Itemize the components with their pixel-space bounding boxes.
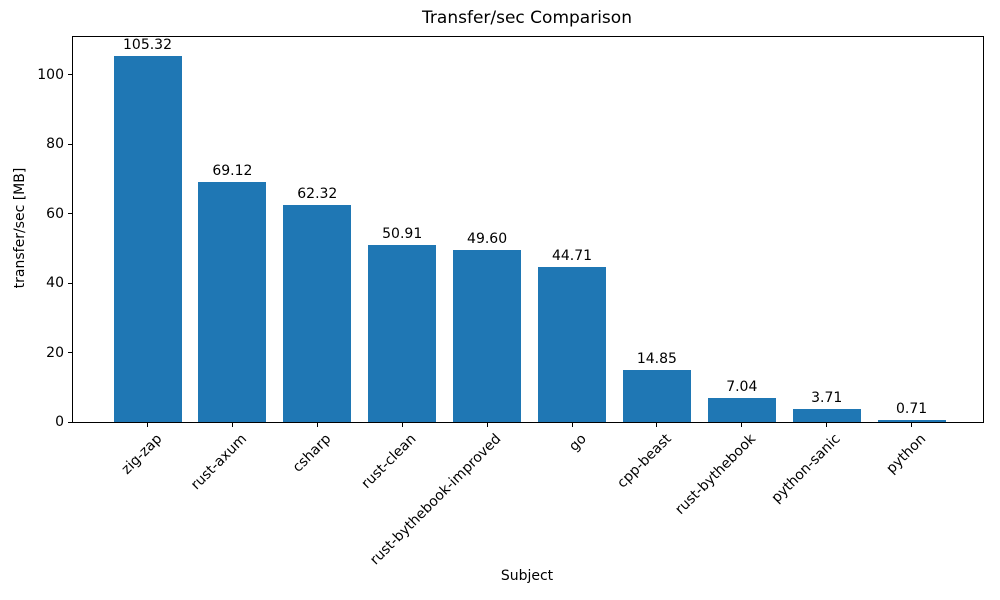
bar-value-label: 7.04 — [726, 378, 758, 395]
x-tick-label-text: zig-zap — [118, 431, 165, 478]
bar-value-label: 49.60 — [467, 230, 508, 247]
bar-value-label: 14.85 — [636, 351, 677, 368]
y-tick-mark — [68, 421, 73, 423]
bar-value-label: 3.71 — [811, 390, 843, 407]
bar — [622, 370, 691, 422]
bar-value-label: 0.71 — [896, 400, 928, 417]
plot-area: 0 20 40 60 80 100 105.32 zig-zap 69.12 rust-axum 6… — [37, 36, 984, 568]
bar — [198, 181, 267, 422]
bar — [877, 419, 946, 422]
y-tick-mark — [68, 74, 73, 76]
bar — [538, 266, 606, 422]
bar-value-label: 69.12 — [212, 162, 253, 179]
y-tick-label: 0 — [55, 414, 64, 430]
y-tick-label: 20 — [46, 344, 64, 361]
x-tick-label-text: rust-axum — [187, 431, 250, 494]
y-tick-label: 100 — [37, 66, 64, 83]
x-tick-mark — [316, 422, 318, 427]
x-tick-label-text: python — [882, 431, 929, 477]
x-tick-label-text: rust-clean — [358, 431, 420, 492]
chart-title: Transfer/sec Comparison — [422, 8, 632, 28]
x-tick-mark — [911, 422, 913, 427]
y-tick-mark — [68, 143, 73, 145]
x-tick-mark — [147, 422, 148, 427]
y-tick-label: 40 — [46, 275, 64, 291]
bar-value-label: 105.32 — [123, 37, 172, 54]
x-tick-label-text: go — [565, 431, 590, 455]
bar — [707, 397, 776, 422]
x-tick-mark — [486, 422, 488, 427]
y-tick-label: 80 — [46, 136, 64, 153]
y-axis-label-text: transfer/sec [MB] — [12, 167, 28, 289]
x-tick-mark — [826, 422, 828, 427]
bar — [453, 249, 522, 422]
y-tick-mark — [68, 282, 73, 284]
x-tick-mark — [231, 422, 233, 427]
x-tick-mark — [401, 422, 403, 427]
y-tick-mark — [68, 213, 73, 215]
bar — [792, 409, 861, 422]
x-tick-label-text: rust-bythebook — [672, 431, 760, 518]
x-tick-label-text: python-sanic — [768, 431, 845, 507]
y-tick-mark — [68, 352, 73, 353]
bar — [283, 205, 352, 422]
x-tick-label-text: csharp — [289, 431, 335, 476]
x-axis-label: Subject — [500, 568, 554, 584]
bar-value-label: 44.71 — [551, 247, 593, 264]
x-tick-mark — [656, 422, 658, 427]
x-tick-mark — [741, 422, 743, 427]
x-tick-mark — [571, 422, 573, 427]
bar-value-label: 50.91 — [382, 226, 423, 243]
bar-value-label: 62.32 — [297, 186, 338, 203]
x-tick-label-text: cpp-beast — [613, 431, 675, 492]
bar — [113, 56, 182, 422]
y-tick-label: 60 — [46, 205, 64, 222]
bar — [368, 245, 437, 422]
